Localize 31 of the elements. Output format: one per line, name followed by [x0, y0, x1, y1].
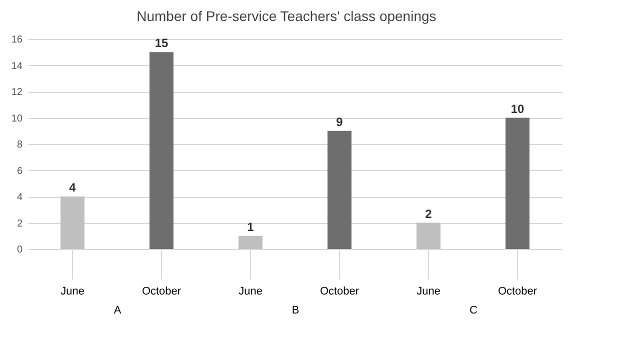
bar	[60, 196, 84, 249]
y-tick-label: 8	[16, 140, 23, 150]
data-label: 9	[336, 114, 344, 129]
data-label: 15	[154, 36, 168, 50]
text: June	[60, 286, 84, 298]
data-label: 10	[510, 102, 524, 116]
bar	[238, 236, 262, 249]
x-tick-label: B	[292, 304, 300, 316]
data-label: 2	[425, 206, 432, 221]
y-tick-label: 0	[16, 244, 23, 256]
text: June	[238, 286, 262, 298]
x-tick-label: C	[470, 304, 478, 316]
text: October	[320, 286, 360, 298]
y-tick-label: 4	[16, 192, 23, 203]
chart-title: Number of Pre-service Teachers' class openings	[136, 8, 436, 24]
y-tick-label: 10	[11, 113, 23, 124]
y-tick-label: 12	[11, 87, 23, 98]
y-tick-label: 14	[11, 60, 23, 72]
text: October	[498, 286, 538, 298]
bar	[416, 222, 440, 249]
bar	[150, 52, 174, 249]
text: June	[416, 286, 440, 298]
bar	[506, 118, 530, 249]
y-tick-label: 2	[16, 218, 23, 230]
bar	[328, 130, 352, 249]
text: October	[142, 286, 182, 298]
data-label: 1	[247, 220, 254, 234]
y-tick-label: 16	[11, 34, 23, 46]
data-label: 4	[69, 180, 76, 194]
x-tick-label: A	[114, 304, 122, 316]
y-tick-label: 6	[16, 166, 23, 177]
